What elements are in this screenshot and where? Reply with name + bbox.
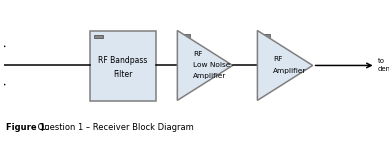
Text: RF: RF (193, 51, 202, 57)
Text: RF: RF (273, 56, 282, 62)
Polygon shape (177, 30, 233, 100)
Text: RF Bandpass: RF Bandpass (98, 56, 148, 65)
Text: to
demodulator: to demodulator (377, 58, 389, 73)
Bar (89, 31, 156, 101)
Bar (181, 34, 189, 37)
Text: Filter: Filter (113, 70, 133, 79)
Text: Amplifier: Amplifier (273, 68, 306, 74)
Bar (94, 35, 103, 38)
Text: Amplifier: Amplifier (193, 73, 226, 79)
Text: Low Noise: Low Noise (193, 62, 230, 68)
Polygon shape (258, 30, 313, 100)
Bar (261, 34, 270, 37)
Text: Question 1 – Receiver Block Diagram: Question 1 – Receiver Block Diagram (35, 123, 194, 132)
Text: Figure 1:: Figure 1: (6, 123, 49, 132)
